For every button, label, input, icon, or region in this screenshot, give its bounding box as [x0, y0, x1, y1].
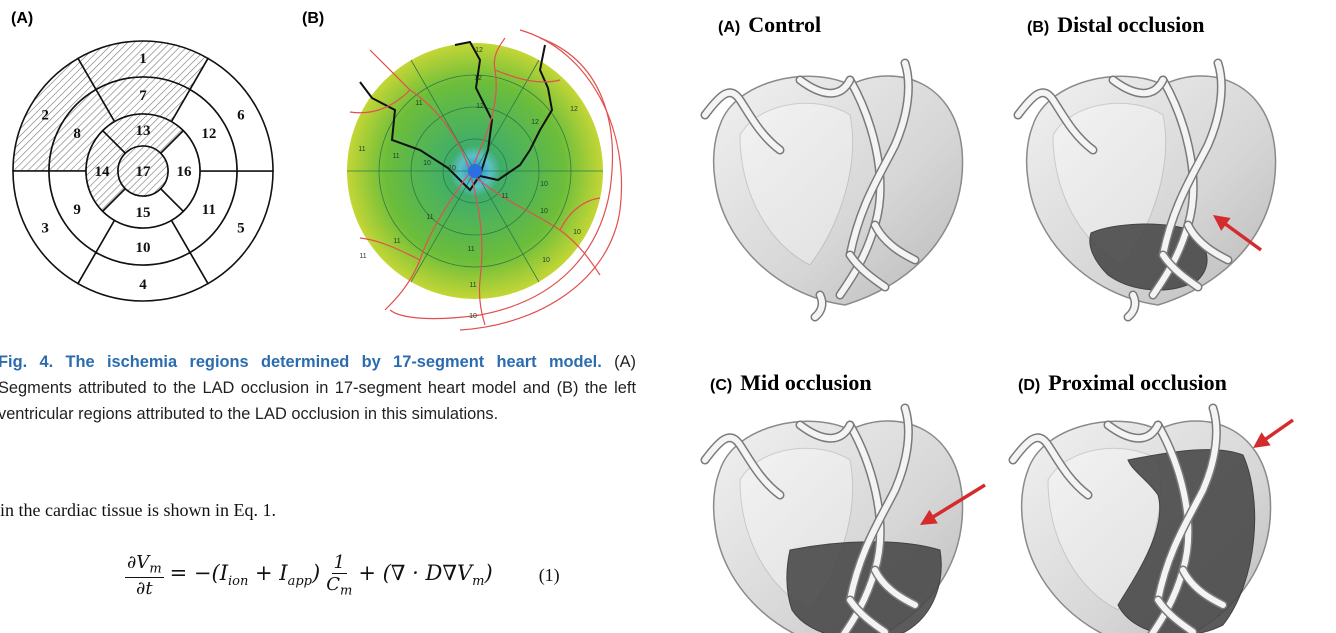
denominator: ∂t [136, 578, 153, 599]
heart-label: (D) Proximal occlusion [1018, 370, 1227, 396]
segment-label: 3 [41, 221, 49, 237]
caption-title: Fig. 4. The ischemia regions determined … [0, 353, 602, 371]
bullseye-b: 12 12 12 12 12 11 11 11 10 10 11 10 10 10 11 11 11 11 11 10… [347, 30, 622, 330]
region-label: 12 [475, 47, 483, 54]
eq-subscript: ion [228, 574, 248, 589]
panel-title: Proximal occlusion [1048, 370, 1227, 396]
eq-subscript: m [149, 562, 161, 577]
eq-subscript: m [472, 574, 484, 589]
region-label: 10 [573, 229, 581, 236]
eq-token: ) [484, 561, 492, 585]
panel-label: (C) [710, 377, 732, 395]
heart-image [1018, 63, 1276, 317]
panel-label: (D) [1018, 377, 1040, 395]
denominator: Cm [326, 574, 352, 599]
heart-label: (B) Distal occlusion [1027, 12, 1205, 38]
region-label: 11 [359, 253, 366, 260]
apex [468, 164, 482, 178]
segment-label: 5 [237, 221, 245, 237]
segment-label: 11 [202, 202, 216, 218]
region-label: 11 [467, 246, 474, 253]
segment-label: 12 [201, 126, 216, 142]
eq-token: + I [248, 561, 287, 585]
region-label: 12 [476, 103, 484, 110]
segment-label: 15 [136, 205, 151, 221]
segment-label: 10 [136, 240, 151, 256]
region-label: 12 [474, 75, 482, 82]
heart-panels [705, 63, 1293, 633]
heart-image [705, 408, 985, 633]
numerator: 1 [332, 552, 347, 574]
eq-subscript: m [340, 584, 352, 599]
eq-token: ) [312, 561, 320, 585]
segment-label: 13 [136, 123, 151, 139]
fraction: ∂Vm∂t [125, 552, 164, 599]
region-label: 11 [393, 238, 400, 245]
heart-image [705, 63, 963, 317]
equation-number: (1) [539, 565, 560, 586]
figure-caption: Fig. 4. The ischemia regions determined … [0, 349, 636, 427]
heart-image [1013, 408, 1293, 633]
region-label: 11 [469, 282, 476, 289]
numerator: ∂Vm [125, 552, 164, 578]
region-label: 11 [358, 146, 365, 153]
equation-middle: = −(Iion + Iapp) [170, 561, 321, 589]
region-label: 11 [426, 214, 433, 221]
segment-label: 2 [41, 108, 49, 124]
eq-token: 1 [334, 552, 345, 573]
region-label: 10 [542, 257, 550, 264]
panel-title: Control [748, 12, 821, 38]
heart-label: (A) Control [718, 12, 821, 38]
figure-canvas: 1234567891011121314151617 12121212121111… [0, 0, 1336, 633]
region-label: 11 [392, 153, 399, 160]
arrow-head [1253, 432, 1271, 448]
segment-label: 6 [237, 108, 245, 124]
region-label: 11 [501, 193, 508, 200]
panel-label: (B) [302, 10, 324, 28]
region-label: 11 [415, 100, 422, 107]
eq-subscript: app [288, 574, 312, 589]
segment-label: 8 [73, 126, 81, 142]
segment-label: 16 [177, 164, 193, 180]
page: 1234567891011121314151617 12121212121111… [0, 0, 1336, 633]
region-label: 10 [423, 160, 431, 167]
panel-title: Distal occlusion [1057, 12, 1204, 38]
segment-label: 17 [136, 164, 152, 180]
segment-label: 1 [139, 51, 147, 67]
panel-label: (A) [11, 10, 33, 28]
equation-tail: + (∇ · D∇Vm) [358, 561, 492, 589]
panel-title: Mid occlusion [740, 370, 871, 396]
region-label: 10 [540, 208, 548, 215]
panel-label: (A) [718, 19, 740, 37]
segment-label: 9 [73, 202, 81, 218]
region-label: 12 [531, 119, 539, 126]
segment-label: 14 [95, 164, 111, 180]
eq-token: + (∇ · D∇V [358, 561, 472, 585]
region-label: 10 [448, 165, 456, 172]
region-label: 12 [570, 106, 578, 113]
heart-label: (C) Mid occlusion [710, 370, 872, 396]
region-label: 10 [469, 313, 477, 320]
segment-label: 7 [139, 88, 147, 104]
eq-token: = −(I [170, 561, 228, 585]
eq-token: ∂t [136, 578, 153, 599]
panel-label: (B) [1027, 19, 1049, 37]
body-text: in the cardiac tissue is shown in Eq. 1. [0, 500, 276, 521]
segment-label: 4 [139, 277, 147, 293]
eq-token: C [326, 574, 340, 595]
eq-token: ∂V [127, 552, 149, 573]
region-label: 10 [540, 181, 548, 188]
